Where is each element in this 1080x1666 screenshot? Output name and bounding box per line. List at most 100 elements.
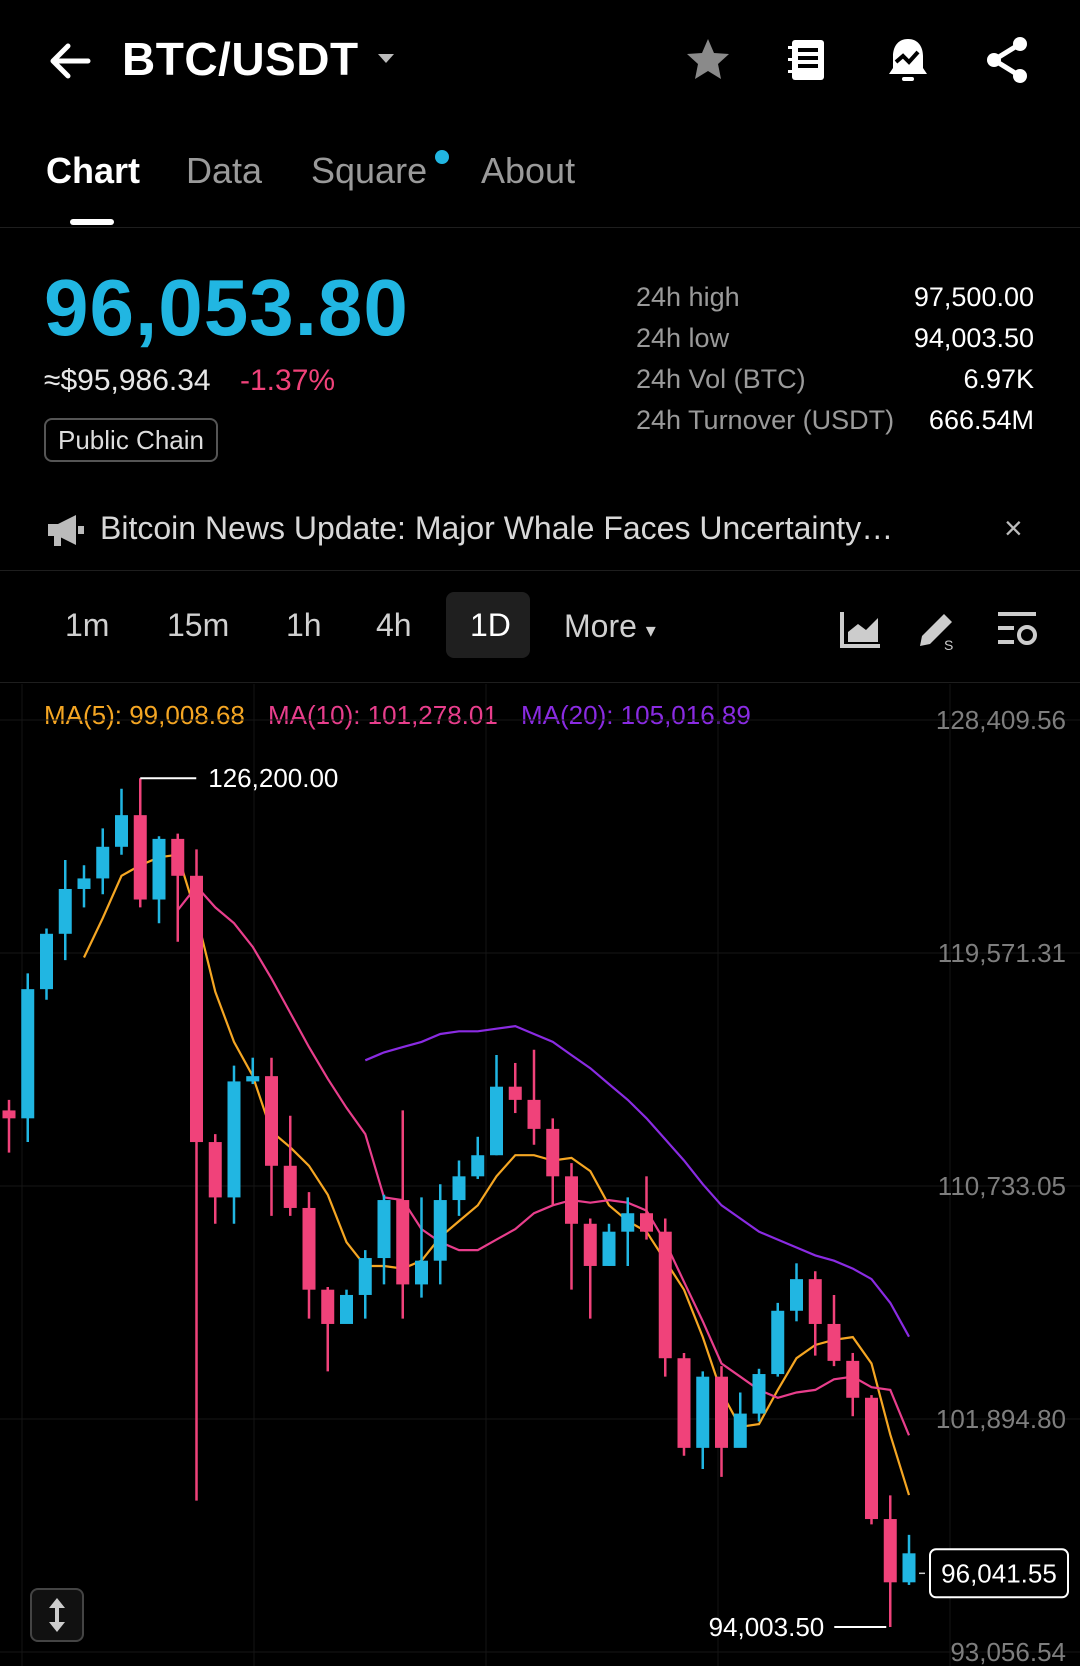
tag-badge[interactable]: Public Chain [44,418,218,462]
close-news-button[interactable]: × [1004,510,1023,546]
tabs-divider [0,227,1080,228]
ma5-label: MA(5): 99,008.68 [44,700,245,730]
stat-label: 24h high [636,282,740,312]
candle-body [283,1165,297,1208]
pair-title[interactable]: BTC/USDT [122,33,359,85]
candle-body [265,1076,278,1166]
candle-body [452,1176,466,1201]
tab-about[interactable]: About [481,150,576,191]
y-tick-label: 93,056.54 [950,1637,1066,1666]
interval-4h[interactable]: 4h [376,607,412,643]
tab-data[interactable]: Data [186,150,263,191]
candle-body [602,1231,616,1266]
candle-body [2,1110,16,1119]
ma5-line [83,853,911,1496]
chart-type-icon[interactable] [838,606,884,652]
candle-body [733,1413,747,1448]
candle-body [677,1358,691,1448]
candle-body [396,1200,410,1285]
high-marker-label: 126,200.00 [208,763,338,793]
y-tick-label: 101,894.80 [936,1404,1066,1434]
candle-body [790,1279,803,1311]
news-divider [0,570,1080,571]
ma20-label: MA(20): 105,016.89 [521,700,751,730]
y-tick-label: 110,733.05 [938,1171,1066,1201]
interval-1d[interactable]: 1D [470,607,511,643]
candle-body [583,1223,597,1266]
candle-body [640,1213,653,1232]
active-tab-indicator [70,219,114,225]
candle-body [471,1155,485,1177]
ma10-line [176,884,911,1436]
toolbar-divider [0,682,1080,683]
expand-vertical-icon [49,1598,65,1632]
candle-body [527,1099,541,1129]
candle-body [302,1207,316,1290]
candle-body [771,1310,785,1375]
stat-label: 24h Turnover (USDT) [636,405,895,435]
candle-body [902,1553,916,1583]
current-price-tag [929,1548,1069,1599]
candle-body [715,1376,728,1448]
candle-body [358,1258,372,1295]
interval-selected-bg [446,592,530,658]
candle-body [490,1086,503,1156]
candle-body [21,989,35,1119]
candle-body [433,1200,447,1261]
candle-body [546,1128,560,1177]
candle-body [133,815,147,900]
candle-body [246,1076,260,1082]
stat-label: 24h low [636,323,730,353]
candle-body [190,875,203,1143]
news-ticker[interactable]: Bitcoin News Update: Major Whale Faces U… [100,510,894,546]
drawing-tool-icon[interactable]: S [914,606,960,652]
candlestick-chart[interactable]: 128,409.56 119,571.31 110,733.05 101,894.80… [0,684,1080,1666]
notebook-icon[interactable] [782,34,834,86]
new-content-dot [435,150,449,164]
back-arrow-icon[interactable] [44,34,98,88]
candle-body [208,1142,222,1198]
interval-1h[interactable]: 1h [286,607,322,643]
more-label: More [564,608,637,644]
fiat-price: ≈$95,986.34 [44,364,211,397]
candle-body [696,1376,710,1448]
low-marker-label: 94,003.50 [709,1612,825,1642]
share-icon[interactable] [982,34,1034,86]
megaphone-icon [48,515,84,546]
chart-expand-button[interactable] [30,1588,84,1642]
stat-value: 6.97K [963,364,1034,394]
candle-body [621,1213,635,1232]
dropdown-caret-icon: ▾ [645,620,656,642]
y-tick-label: 128,409.56 [936,705,1066,735]
y-tick-label: 119,571.31 [938,938,1066,968]
stat-value: 97,500.00 [913,282,1034,312]
interval-1m[interactable]: 1m [65,607,110,643]
price-change: -1.37% [240,364,336,397]
last-price: 96,053.80 [44,263,409,352]
candle-body [96,846,110,879]
price-alert-icon[interactable] [882,34,934,86]
candle-body [752,1374,766,1414]
candle-body [846,1360,860,1398]
star-icon[interactable] [682,34,734,86]
candle-body [58,888,72,934]
candle-body [827,1323,841,1361]
candle-body [115,815,128,847]
stat-value: 94,003.50 [913,323,1034,353]
candle-body [865,1397,878,1520]
candle-body [40,933,53,990]
candle-body [340,1294,353,1324]
stat-value: 666.54M [928,405,1034,435]
candle-body [77,878,91,889]
candle-body [152,838,166,900]
indicator-settings-icon[interactable] [994,606,1040,652]
stat-label: 24h Vol (BTC) [636,364,806,394]
candle-body [377,1200,391,1259]
interval-15m[interactable]: 15m [167,607,230,643]
candle-body [415,1260,428,1285]
tab-chart[interactable]: Chart [46,150,141,191]
candle-body [508,1086,522,1100]
tab-square[interactable]: Square [311,150,428,191]
dropdown-caret-icon[interactable] [376,52,396,66]
more-intervals-button[interactable]: More ▾ [564,608,656,645]
